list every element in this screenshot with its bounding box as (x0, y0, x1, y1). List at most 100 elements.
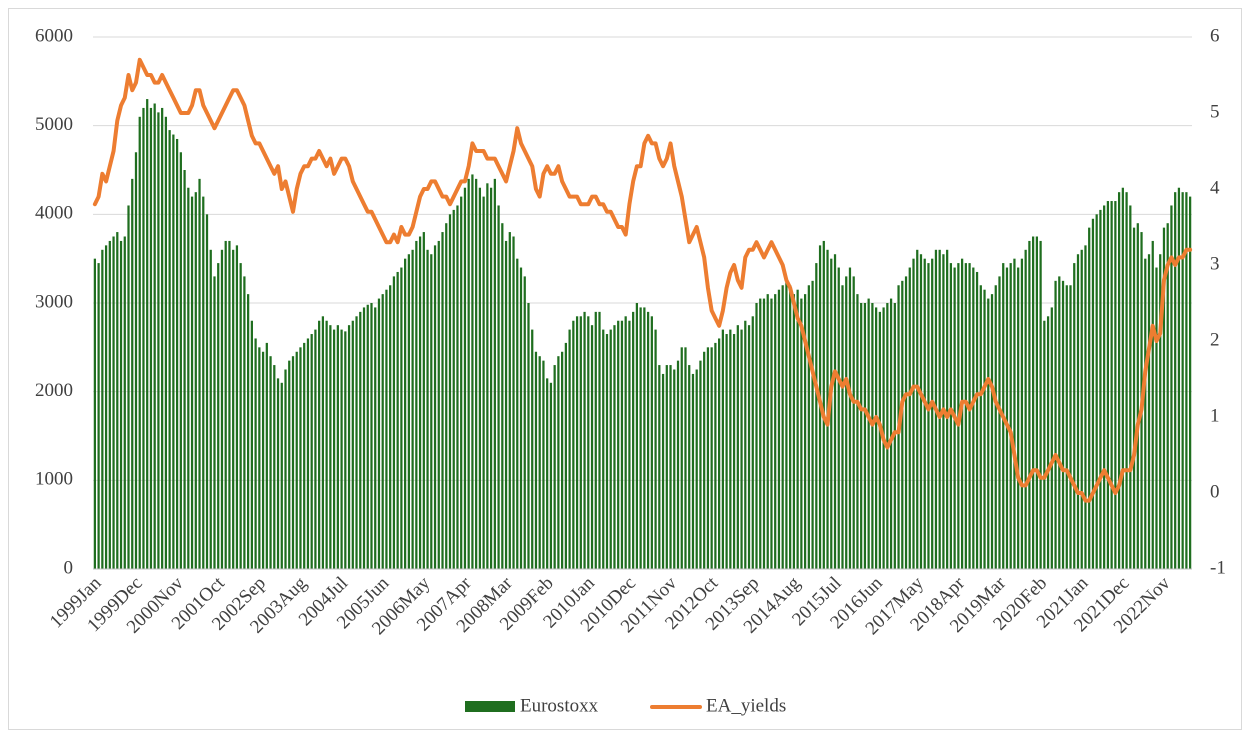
bar (852, 276, 855, 569)
bar (467, 178, 470, 569)
bar (415, 240, 418, 569)
bar (243, 276, 246, 569)
bar (445, 223, 448, 569)
bar (295, 351, 298, 569)
y2-tick-label: 1 (1210, 405, 1220, 426)
bar (994, 285, 997, 569)
bar (983, 289, 986, 569)
bar (183, 170, 186, 569)
bar (703, 351, 706, 569)
bar (602, 329, 605, 569)
bar (1144, 258, 1147, 569)
bar (594, 311, 597, 569)
bar (280, 382, 283, 569)
bar (501, 223, 504, 569)
bar (658, 365, 661, 569)
bar (1110, 201, 1113, 570)
line (92, 57, 1193, 503)
bar (807, 285, 810, 569)
bar (1028, 240, 1031, 569)
bar (1080, 249, 1083, 570)
bar (418, 236, 422, 569)
bar (1017, 267, 1020, 569)
bar (643, 307, 646, 569)
bar (803, 294, 807, 569)
bar (598, 311, 601, 569)
bar (437, 240, 440, 569)
bar (546, 378, 549, 569)
bar (1043, 320, 1046, 569)
bar (1061, 280, 1065, 569)
bar (519, 267, 523, 569)
bar (568, 329, 571, 569)
bar (478, 187, 482, 569)
bar (721, 329, 724, 569)
y-tick-label: 5000 (35, 114, 73, 135)
bar (789, 285, 792, 569)
bar (213, 276, 216, 569)
bar (149, 107, 153, 569)
bar (714, 342, 717, 569)
bar (676, 360, 680, 569)
bar (142, 107, 145, 569)
bar (347, 325, 351, 569)
bar (1054, 280, 1057, 569)
bar (430, 254, 433, 569)
bar (860, 303, 863, 569)
bar (632, 311, 635, 569)
bar (867, 298, 870, 569)
bar (318, 320, 321, 569)
bar (650, 316, 653, 569)
bar (377, 298, 381, 569)
bar (538, 356, 541, 569)
bar (1117, 192, 1121, 569)
bar (138, 116, 141, 570)
bar (314, 329, 317, 569)
bar (396, 271, 399, 569)
bar (1177, 187, 1181, 569)
bar (1005, 267, 1009, 569)
bar (949, 263, 953, 569)
bar (157, 112, 160, 569)
legend-swatch (465, 701, 515, 712)
bar (175, 138, 179, 569)
bar (815, 263, 818, 569)
bar (172, 134, 175, 570)
bar (1170, 205, 1173, 569)
bar (587, 316, 590, 569)
bar (998, 276, 1001, 569)
bar (508, 232, 511, 570)
bar (1162, 227, 1166, 569)
bar (493, 178, 496, 569)
bar (392, 276, 396, 569)
bar (344, 331, 347, 569)
y-tick-label: 1000 (35, 469, 73, 490)
bar (116, 232, 119, 570)
bar (190, 196, 194, 569)
bar (471, 174, 474, 569)
bar (1125, 192, 1128, 569)
bar (830, 258, 833, 569)
y2-tick-label: 3 (1210, 253, 1220, 274)
bar (661, 373, 665, 569)
bar (235, 245, 239, 569)
bar (916, 249, 919, 570)
bar (777, 289, 781, 569)
bar (209, 249, 212, 570)
bar (665, 365, 668, 569)
bar (460, 196, 463, 569)
bar (646, 311, 650, 569)
bar (740, 329, 743, 569)
bar (1106, 201, 1110, 570)
bar (202, 196, 205, 569)
bar (389, 285, 392, 569)
bar (699, 360, 702, 569)
bar (1121, 187, 1124, 569)
bar (583, 311, 586, 569)
bar (269, 356, 272, 569)
bar (123, 236, 126, 569)
bar (822, 240, 825, 569)
y2-tick-label: 0 (1210, 481, 1220, 502)
bar (411, 249, 414, 570)
bar (336, 325, 339, 569)
